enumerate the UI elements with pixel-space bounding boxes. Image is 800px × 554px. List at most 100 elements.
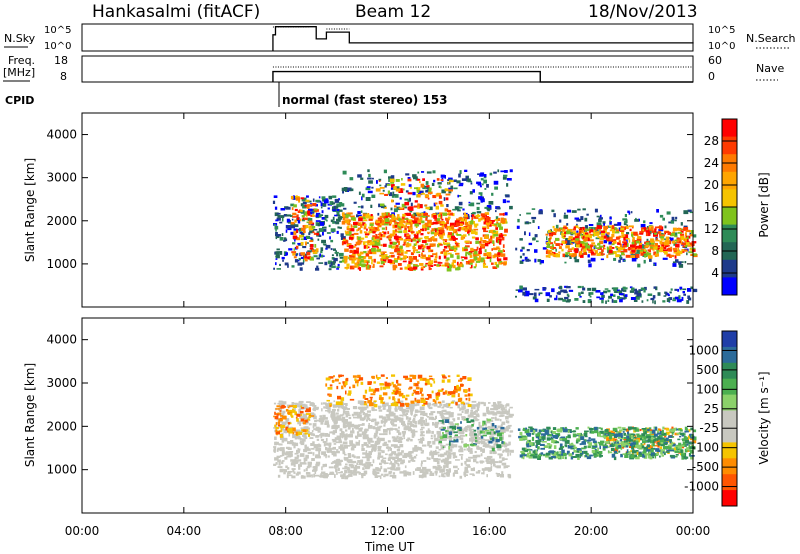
range-gate bbox=[282, 410, 286, 414]
range-gate bbox=[372, 243, 378, 246]
range-gate bbox=[420, 463, 423, 467]
range-gate bbox=[475, 413, 480, 417]
range-gate bbox=[417, 421, 422, 425]
range-gate bbox=[666, 451, 670, 453]
range-gate bbox=[447, 212, 451, 215]
range-gate bbox=[621, 297, 626, 300]
range-gate bbox=[342, 214, 347, 217]
range-gate bbox=[321, 466, 323, 471]
range-gate bbox=[298, 227, 302, 232]
range-gate bbox=[556, 456, 561, 459]
range-gate bbox=[419, 217, 423, 221]
range-gate bbox=[464, 409, 469, 414]
range-gate bbox=[315, 199, 320, 203]
range-gate bbox=[585, 225, 588, 229]
range-gate bbox=[653, 444, 658, 447]
range-gate bbox=[421, 171, 425, 173]
range-gate bbox=[526, 221, 529, 223]
range-gate bbox=[563, 289, 567, 294]
range-gate bbox=[402, 455, 407, 459]
range-gate bbox=[341, 419, 345, 423]
range-gate bbox=[632, 237, 635, 241]
range-gate bbox=[468, 221, 470, 225]
range-gate bbox=[608, 451, 613, 454]
range-gate bbox=[423, 211, 426, 214]
range-gate bbox=[668, 439, 672, 442]
range-gate bbox=[343, 187, 348, 191]
range-gate bbox=[388, 396, 391, 400]
range-gate bbox=[638, 454, 643, 457]
range-gate bbox=[680, 261, 684, 263]
range-gate bbox=[355, 441, 358, 445]
range-gate bbox=[650, 447, 656, 450]
range-gate bbox=[291, 218, 294, 221]
range-gate bbox=[599, 252, 603, 256]
range-gate bbox=[405, 222, 410, 225]
range-gate bbox=[275, 431, 281, 435]
range-gate bbox=[356, 214, 359, 218]
range-gate bbox=[446, 411, 451, 415]
range-gate bbox=[407, 404, 411, 408]
power-data bbox=[272, 169, 698, 305]
range-gate bbox=[294, 259, 299, 263]
range-gate bbox=[405, 173, 410, 176]
range-gate bbox=[314, 474, 320, 477]
range-gate bbox=[382, 407, 386, 410]
range-gate bbox=[393, 398, 396, 402]
range-gate bbox=[338, 382, 341, 385]
range-gate bbox=[413, 404, 417, 407]
nave-label: Nave bbox=[756, 62, 784, 75]
range-gate bbox=[345, 433, 348, 437]
range-gate bbox=[673, 242, 677, 246]
range-gate bbox=[669, 291, 672, 294]
range-gate bbox=[465, 251, 470, 254]
range-gate bbox=[600, 440, 605, 443]
range-gate bbox=[351, 245, 356, 248]
range-gate bbox=[390, 403, 395, 407]
range-gate bbox=[409, 451, 412, 456]
range-gate bbox=[537, 226, 540, 229]
range-gate bbox=[334, 378, 339, 382]
range-gate bbox=[292, 427, 296, 432]
range-gate bbox=[429, 472, 435, 476]
range-gate bbox=[391, 451, 397, 455]
range-gate bbox=[375, 433, 377, 435]
freq-tick-top: 18 bbox=[54, 54, 68, 67]
range-gate bbox=[392, 428, 397, 430]
range-gate bbox=[397, 467, 400, 470]
range-gate bbox=[399, 419, 402, 423]
range-gate bbox=[611, 247, 615, 249]
range-gate bbox=[360, 237, 365, 240]
range-gate bbox=[582, 287, 586, 291]
range-gate bbox=[597, 244, 601, 246]
range-gate bbox=[680, 429, 683, 432]
range-gate bbox=[462, 404, 466, 407]
range-gate bbox=[448, 247, 452, 250]
range-gate bbox=[403, 375, 408, 379]
range-gate bbox=[632, 454, 637, 458]
range-gate bbox=[635, 240, 640, 244]
range-gate bbox=[547, 243, 550, 246]
range-gate bbox=[333, 257, 338, 262]
range-gate bbox=[304, 432, 308, 435]
range-gate bbox=[287, 441, 291, 445]
range-gate bbox=[529, 427, 534, 430]
range-gate bbox=[283, 239, 286, 242]
range-gate bbox=[465, 464, 471, 467]
range-gate bbox=[486, 409, 490, 413]
range-gate bbox=[389, 252, 394, 254]
range-gate bbox=[427, 428, 430, 432]
range-gate bbox=[410, 223, 413, 228]
range-gate bbox=[427, 214, 430, 217]
range-gate bbox=[292, 252, 296, 256]
range-gate bbox=[669, 429, 673, 432]
range-gate bbox=[366, 458, 370, 462]
range-gate bbox=[331, 447, 334, 450]
range-gate bbox=[336, 253, 339, 257]
range-gate bbox=[565, 444, 568, 448]
range-gate bbox=[365, 216, 369, 219]
range-gate bbox=[273, 446, 277, 448]
range-gate bbox=[444, 472, 448, 475]
range-gate bbox=[599, 226, 602, 229]
range-gate bbox=[307, 256, 310, 260]
